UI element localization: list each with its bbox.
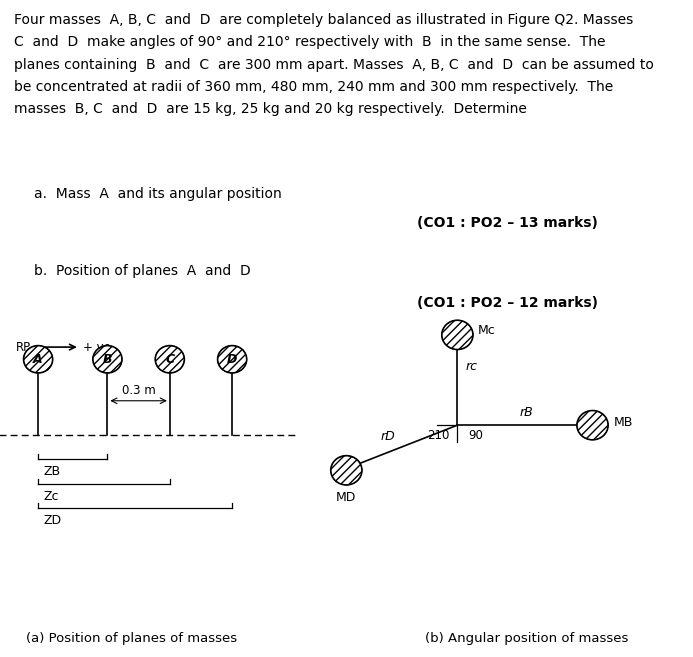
Text: 0.3 m: 0.3 m [122,384,155,397]
Text: RP: RP [16,340,31,353]
Ellipse shape [331,456,362,485]
Ellipse shape [441,320,473,350]
Text: (CO1 : PO2 – 12 marks): (CO1 : PO2 – 12 marks) [417,296,598,310]
Text: + ve: + ve [83,340,111,353]
Ellipse shape [24,346,53,373]
Text: Four masses  A, B, C  and  D  are completely balanced as illustrated in Figure Q: Four masses A, B, C and D are completely… [14,13,653,116]
Text: 210: 210 [427,430,449,442]
Text: A: A [33,353,43,366]
Text: a.  Mass  A  and its angular position: a. Mass A and its angular position [34,187,282,201]
Text: Zc: Zc [44,489,59,503]
Text: 90: 90 [468,430,482,442]
Text: (CO1 : PO2 – 13 marks): (CO1 : PO2 – 13 marks) [417,216,598,230]
Text: D: D [227,353,237,366]
Text: b.  Position of planes  A  and  D: b. Position of planes A and D [34,264,251,278]
Text: B: B [103,353,112,366]
Text: ZB: ZB [44,465,61,478]
Text: rD: rD [380,430,395,443]
Ellipse shape [155,346,184,373]
Text: C: C [165,353,175,366]
Text: (a) Position of planes of masses: (a) Position of planes of masses [26,632,237,645]
Text: MB: MB [613,417,633,429]
Text: (b) Angular position of masses: (b) Angular position of masses [425,632,629,645]
Text: rc: rc [466,360,477,373]
Text: rB: rB [520,406,534,419]
Ellipse shape [577,411,608,440]
Ellipse shape [93,346,122,373]
Text: MD: MD [336,491,356,504]
Text: Mc: Mc [478,325,496,338]
Ellipse shape [218,346,247,373]
Text: ZD: ZD [44,514,62,527]
